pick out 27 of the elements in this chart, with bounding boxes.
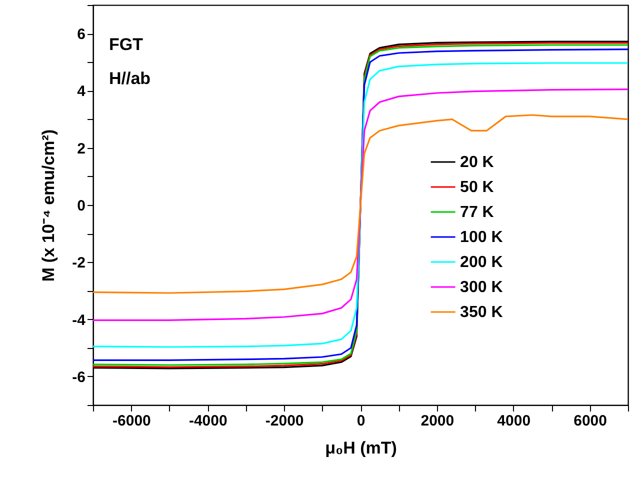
- line-series: [93, 114, 628, 294]
- legend-label: 77 K: [460, 204, 494, 221]
- y-tick-label: 4: [77, 83, 86, 100]
- x-axis-title: μ₀H (mT): [325, 438, 397, 458]
- y-tick-label: 6: [77, 26, 86, 44]
- legend-label: 300 K: [460, 279, 504, 296]
- x-tick-label: 2000: [420, 412, 454, 430]
- annotation: FGT: [109, 35, 144, 54]
- annotation: H//ab: [109, 69, 151, 88]
- x-tick-label: -2000: [265, 412, 304, 430]
- legend-label: 50 K: [460, 179, 494, 196]
- legend-label: 200 K: [460, 254, 504, 271]
- x-tick-label: 0: [356, 412, 366, 430]
- x-tick-label: 4000: [497, 412, 531, 430]
- y-tick-label: -2: [72, 254, 86, 272]
- x-tick-label: -4000: [188, 412, 228, 430]
- legend-label: 20 K: [460, 154, 494, 171]
- y-tick-label: 2: [77, 140, 86, 158]
- y-axis-title: M (x 10⁻⁴ emu/cm²): [39, 129, 58, 282]
- legend-label: 100 K: [460, 229, 504, 246]
- y-tick-label: -4: [72, 312, 86, 329]
- y-tick-label: -6: [72, 368, 86, 386]
- x-tick-label: 6000: [574, 412, 607, 430]
- y-tick-label: 0: [77, 198, 86, 214]
- x-tick-label: -6000: [112, 412, 151, 430]
- line-series: [93, 88, 628, 321]
- legend-label: 350 K: [460, 304, 504, 321]
